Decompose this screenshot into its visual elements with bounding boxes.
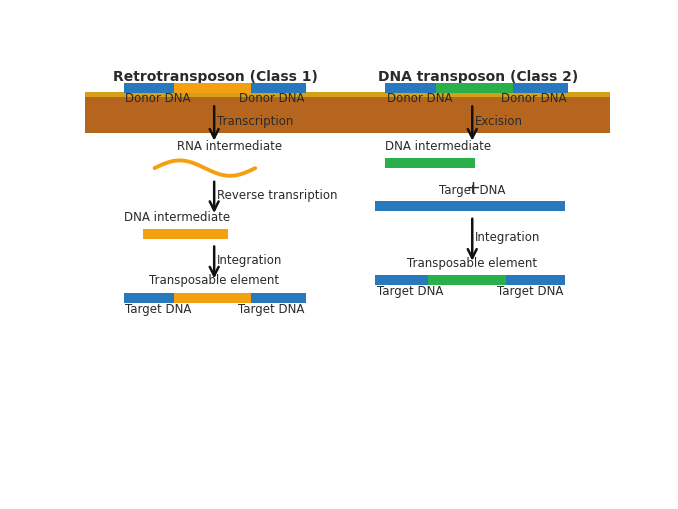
Bar	[376, 275, 565, 285]
Text: Integration: Integration	[475, 231, 541, 244]
Text: Donor DNA: Donor DNA	[239, 92, 304, 105]
Bar	[386, 82, 567, 93]
Bar	[428, 275, 506, 285]
Text: Target DNA: Target DNA	[238, 303, 304, 316]
Text: DNA transposon (Class 2): DNA transposon (Class 2)	[378, 70, 578, 84]
Text: Target DNA: Target DNA	[439, 184, 505, 197]
Text: Reverse transription: Reverse transription	[217, 188, 338, 202]
Bar	[123, 82, 306, 93]
Bar	[143, 229, 228, 239]
Bar	[123, 293, 306, 303]
Bar	[436, 82, 513, 93]
Text: RNA intermediate: RNA intermediate	[177, 139, 282, 153]
Bar	[376, 201, 565, 211]
Bar	[85, 92, 610, 97]
Text: +: +	[464, 179, 480, 197]
Text: Integration: Integration	[217, 253, 283, 267]
Bar	[85, 97, 610, 133]
Text: Target DNA: Target DNA	[498, 285, 563, 298]
Text: DNA intermediate: DNA intermediate	[386, 139, 492, 153]
Bar	[174, 293, 252, 303]
Text: Donor DNA: Donor DNA	[125, 92, 191, 105]
Text: Target DNA: Target DNA	[125, 303, 191, 316]
Text: Transposable element: Transposable element	[407, 257, 537, 270]
Text: Retrotransposon (Class 1): Retrotransposon (Class 1)	[113, 70, 317, 84]
Text: Transcription: Transcription	[217, 115, 294, 128]
Text: Donor DNA: Donor DNA	[501, 92, 567, 105]
Text: Excision: Excision	[475, 115, 523, 128]
Text: Transposable element: Transposable element	[149, 274, 279, 288]
Bar	[174, 82, 252, 93]
Text: Donor DNA: Donor DNA	[387, 92, 452, 105]
Bar	[386, 158, 475, 168]
Text: Target DNA: Target DNA	[377, 285, 443, 298]
Text: DNA intermediate: DNA intermediate	[123, 211, 230, 223]
